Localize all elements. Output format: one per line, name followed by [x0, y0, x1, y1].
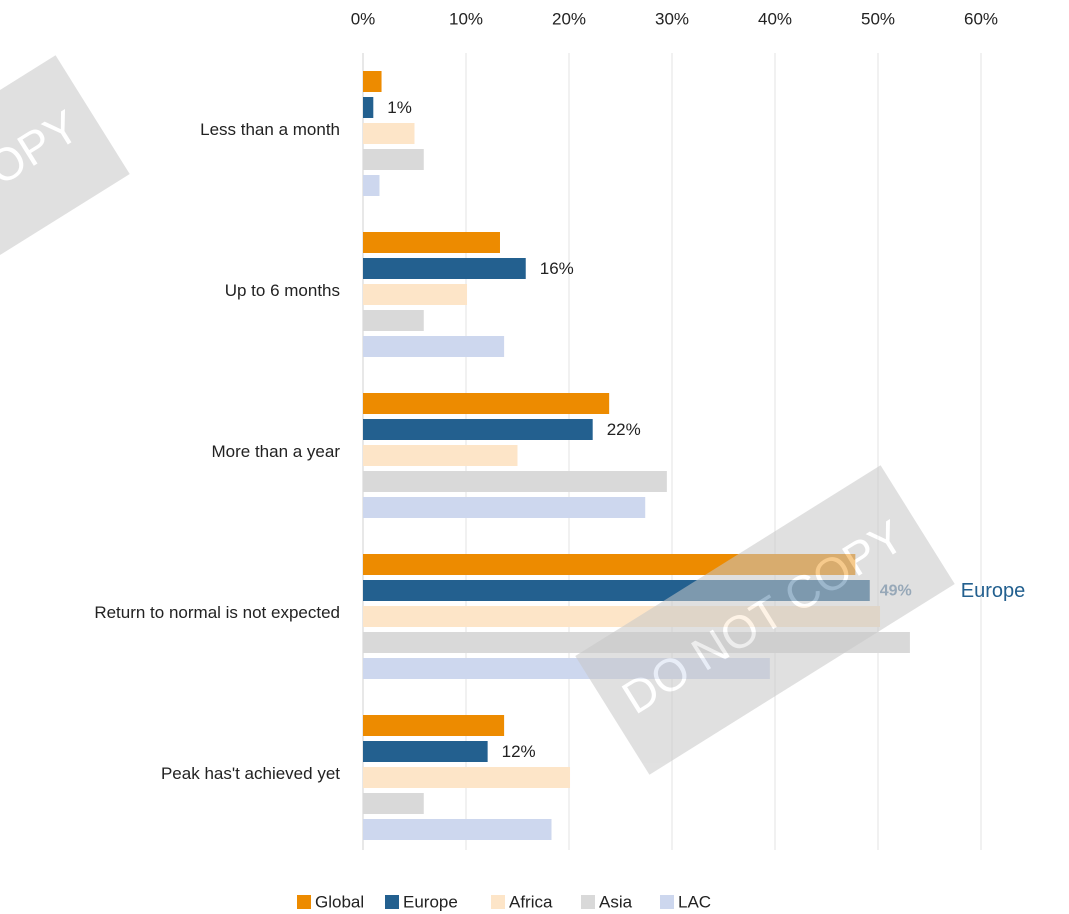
legend-label: Africa [509, 892, 553, 911]
y-tick-label: Peak has't achieved yet [161, 764, 340, 783]
bar [363, 232, 500, 253]
annotation: Europe [961, 580, 1026, 602]
bar [363, 471, 667, 492]
bar [363, 393, 610, 414]
bar [363, 767, 571, 788]
legend-label: LAC [678, 892, 711, 911]
y-tick-label: Return to normal is not expected [94, 603, 340, 622]
x-tick-label: 60% [964, 9, 998, 28]
bar [363, 445, 518, 466]
x-tick-label: 20% [552, 9, 586, 28]
data-label: 12% [502, 742, 536, 761]
watermark: DO NOT COPY [0, 55, 130, 365]
bar [363, 819, 552, 840]
bar [363, 97, 374, 118]
data-label: 1% [387, 98, 412, 117]
bar [363, 71, 382, 92]
bar [363, 793, 424, 814]
bar [363, 175, 380, 196]
watermark-box [0, 55, 130, 365]
legend-label: Europe [403, 892, 458, 911]
x-tick-label: 40% [758, 9, 792, 28]
bar [363, 336, 505, 357]
bar [363, 149, 424, 170]
bar [363, 310, 424, 331]
x-tick-label: 30% [655, 9, 689, 28]
legend-swatch [581, 895, 595, 909]
bar [363, 123, 415, 144]
legend-label: Global [315, 892, 364, 911]
bar [363, 497, 646, 518]
legend-swatch [385, 895, 399, 909]
plot: 0% 10% 20% 30% 40% 50% 60% Less than a month 1% U… [94, 9, 1025, 911]
legend-swatch [660, 895, 674, 909]
watermark-box [575, 465, 955, 775]
y-tick-label: Up to 6 months [225, 281, 340, 300]
x-tick-label: 50% [861, 9, 895, 28]
bar [363, 715, 505, 736]
y-tick-label: Less than a month [200, 120, 340, 139]
legend-swatch [491, 895, 505, 909]
legend-swatch [297, 895, 311, 909]
y-tick-label: More than a year [211, 442, 340, 461]
legend-label: Asia [599, 892, 633, 911]
bar [363, 419, 593, 440]
bar [363, 258, 526, 279]
data-label: 22% [607, 420, 641, 439]
x-tick-label: 10% [449, 9, 483, 28]
data-label: 16% [540, 259, 574, 278]
bar [363, 741, 488, 762]
x-tick-label: 0% [351, 9, 376, 28]
bar [363, 284, 468, 305]
